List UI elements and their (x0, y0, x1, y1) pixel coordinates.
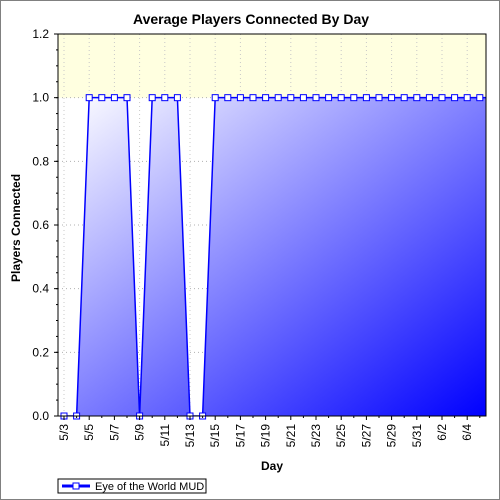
data-point (274, 94, 282, 102)
x-tick-label: 5/3 (57, 424, 71, 441)
chart-title: Average Players Connected By Day (133, 11, 369, 27)
data-point (299, 94, 307, 102)
x-tick-label: 6/4 (460, 424, 474, 441)
data-point (110, 94, 118, 102)
data-point (123, 94, 131, 102)
x-axis-label: Day (261, 459, 283, 473)
data-point (236, 94, 244, 102)
data-point (337, 94, 345, 102)
series-area (64, 97, 486, 416)
x-tick-label: 5/9 (133, 424, 147, 441)
y-tick-label: 0.2 (32, 345, 49, 359)
data-point (388, 94, 396, 102)
data-point (211, 94, 219, 102)
data-point (451, 94, 459, 102)
data-point (173, 94, 181, 102)
plot-area: 0.0 0.2 0.4 0.6 0.8 1.0 1.2 5/3 5/5 5/7 5/9 5/11 5/1… (32, 27, 487, 448)
x-tick-label: 5/5 (82, 424, 96, 441)
legend-box (57, 478, 207, 494)
x-tick-label: 5/13 (183, 424, 197, 448)
plot-upper-band (58, 34, 486, 98)
y-tick-label: 0.6 (32, 218, 49, 232)
data-point (148, 94, 156, 102)
x-tick-label: 5/25 (334, 424, 348, 448)
y-tick-label: 0.4 (32, 282, 49, 296)
legend: Eye of the World MUD (57, 478, 207, 494)
legend-label: Eye of the World MUD (95, 481, 204, 493)
data-point (287, 94, 295, 102)
legend-point-marker (72, 482, 80, 490)
data-point (375, 94, 383, 102)
data-point (476, 94, 484, 102)
data-point (325, 94, 333, 102)
data-point (98, 94, 106, 102)
y-axis-label: Players Connected (9, 174, 23, 282)
y-tick-label: 1.2 (32, 27, 49, 41)
x-tick-label: 5/23 (309, 424, 323, 448)
x-tick-label: 5/17 (233, 424, 247, 448)
data-point (249, 94, 257, 102)
data-point (400, 94, 408, 102)
data-point (85, 94, 93, 102)
x-tick-label: 5/19 (259, 424, 273, 448)
x-tick-label: 5/7 (107, 424, 121, 441)
x-tick-label: 5/11 (158, 424, 172, 447)
data-point (413, 94, 421, 102)
y-tick-label: 0.0 (32, 409, 49, 423)
y-tick-label: 1.0 (32, 91, 49, 105)
data-point (224, 94, 232, 102)
data-point (161, 94, 169, 102)
data-point (463, 94, 471, 102)
data-point (438, 94, 446, 102)
x-tick-label: 6/2 (435, 424, 449, 441)
data-point (312, 94, 320, 102)
x-tick-label: 5/21 (284, 424, 298, 448)
data-point (362, 94, 370, 102)
data-point (425, 94, 433, 102)
data-point (350, 94, 358, 102)
x-tick-label: 5/27 (359, 424, 373, 448)
x-tick-label: 5/31 (410, 424, 424, 448)
x-tick-label: 5/15 (208, 424, 222, 448)
data-point (262, 94, 270, 102)
y-tick-label: 0.8 (32, 154, 49, 168)
x-tick-label: 5/29 (385, 424, 399, 448)
